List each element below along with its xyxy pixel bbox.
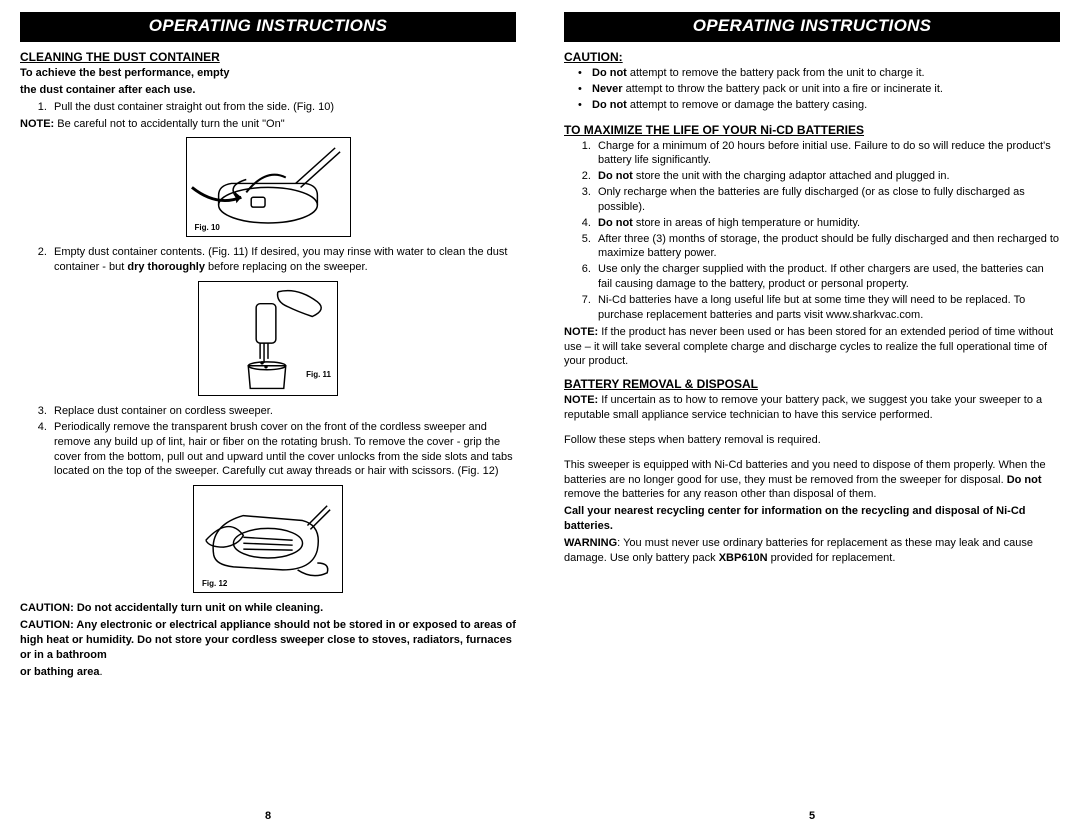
- b-step-5: After three (3) months of storage, the p…: [594, 232, 1060, 262]
- brush-cover-illustration-icon: [194, 486, 342, 593]
- step-1: Pull the dust container straight out fro…: [50, 100, 516, 115]
- perf-line2: the dust container after each use.: [20, 83, 516, 98]
- page-number-right: 5: [564, 810, 1060, 822]
- note-prefix: NOTE:: [20, 118, 54, 130]
- section-title-maximize: TO MAXIMIZE THE LIFE OF YOUR Ni-CD BATTE…: [564, 123, 1060, 137]
- step-4: Periodically remove the transparent brus…: [50, 420, 516, 479]
- figure-10-frame: Fig. 10: [186, 137, 351, 237]
- caution-2: CAUTION: Any electronic or electrical ap…: [20, 618, 516, 663]
- two-column-layout: OPERATING INSTRUCTIONS CLEANING THE DUST…: [20, 12, 1060, 822]
- cleaning-steps-2: Empty dust container contents. (Fig. 11)…: [20, 245, 516, 275]
- header-bar-left: OPERATING INSTRUCTIONS: [20, 12, 516, 42]
- vacuum-illustration-icon: [187, 138, 350, 237]
- header-bar-right: OPERATING INSTRUCTIONS: [564, 12, 1060, 42]
- cleaning-steps-3: Replace dust container on cordless sweep…: [20, 404, 516, 479]
- fig12-label: Fig. 12: [202, 579, 227, 588]
- note-text: Be careful not to accidentally turn the …: [54, 118, 284, 130]
- perf-line1: To achieve the best performance, empty: [20, 66, 516, 81]
- disposal-p1: This sweeper is equipped with Ni-Cd batt…: [564, 458, 1060, 503]
- bullet-2: Never attempt to throw the battery pack …: [578, 82, 1060, 97]
- right-column: OPERATING INSTRUCTIONS CAUTION: Do not a…: [564, 12, 1060, 822]
- note-3: NOTE: If uncertain as to how to remove y…: [564, 393, 1060, 423]
- figure-12-box: Fig. 12: [20, 485, 516, 593]
- note-2: NOTE: If the product has never been used…: [564, 325, 1060, 370]
- fig10-label: Fig. 10: [195, 223, 220, 232]
- bullet-1: Do not attempt to remove the battery pac…: [578, 66, 1060, 81]
- page-number-left: 8: [20, 810, 516, 822]
- step-3: Replace dust container on cordless sweep…: [50, 404, 516, 419]
- b-step-1: Charge for a minimum of 20 hours before …: [594, 139, 1060, 169]
- caution-bullets: Do not attempt to remove the battery pac…: [564, 66, 1060, 113]
- caution-title: CAUTION:: [564, 50, 1060, 64]
- b-step-2: Do not store the unit with the charging …: [594, 169, 1060, 184]
- battery-steps: Charge for a minimum of 20 hours before …: [564, 139, 1060, 323]
- section-title-cleaning: CLEANING THE DUST CONTAINER: [20, 50, 516, 64]
- b-step-7: Ni-Cd batteries have a long useful life …: [594, 293, 1060, 323]
- cleaning-steps-1: Pull the dust container straight out fro…: [20, 100, 516, 115]
- figure-11-box: Fig. 11: [20, 281, 516, 396]
- warning-line: WARNING: You must never use ordinary bat…: [564, 536, 1060, 566]
- left-column: OPERATING INSTRUCTIONS CLEANING THE DUST…: [20, 12, 516, 822]
- step-2: Empty dust container contents. (Fig. 11)…: [50, 245, 516, 275]
- figure-12-frame: Fig. 12: [193, 485, 343, 593]
- bullet-3: Do not attempt to remove or damage the b…: [578, 98, 1060, 113]
- b-step-4: Do not store in areas of high temperatur…: [594, 216, 1060, 231]
- figure-11-frame: Fig. 11: [198, 281, 338, 396]
- caution-2-tail: or bathing area.: [20, 665, 516, 680]
- b-step-3: Only recharge when the batteries are ful…: [594, 185, 1060, 215]
- disposal-p2: Call your nearest recycling center for i…: [564, 504, 1060, 534]
- figure-10-box: Fig. 10: [20, 137, 516, 237]
- section-title-disposal: BATTERY REMOVAL & DISPOSAL: [564, 377, 1060, 391]
- note-line: NOTE: Be careful not to accidentally tur…: [20, 117, 516, 132]
- caution-1: CAUTION: Do not accidentally turn unit o…: [20, 601, 516, 616]
- b-step-6: Use only the charger supplied with the p…: [594, 262, 1060, 292]
- follow-text: Follow these steps when battery removal …: [564, 433, 1060, 448]
- fig11-label: Fig. 11: [306, 370, 331, 379]
